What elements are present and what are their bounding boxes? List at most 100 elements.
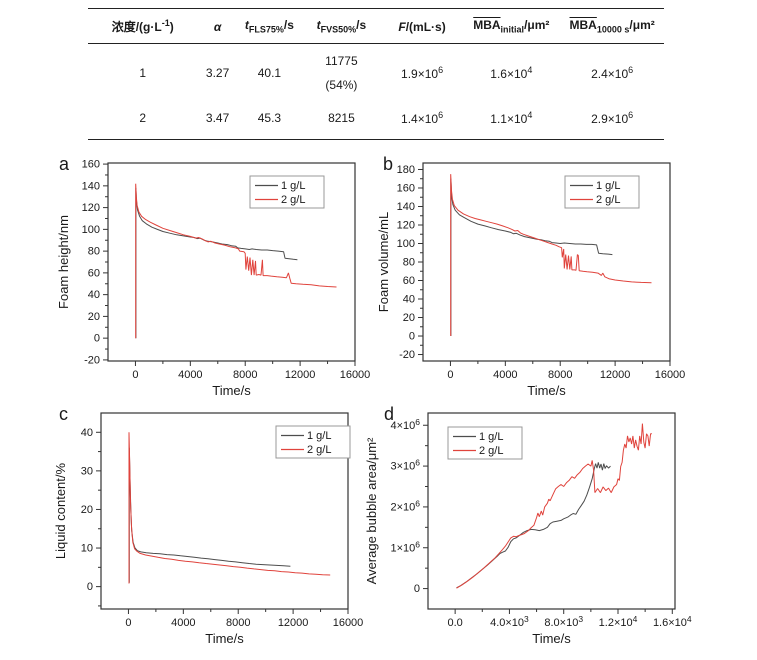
svg-text:-20: -20 bbox=[399, 349, 415, 361]
svg-text:4.0×103: 4.0×103 bbox=[490, 614, 529, 629]
legend: 1 g/L 2 g/L bbox=[249, 175, 325, 209]
svg-text:Time/s: Time/s bbox=[212, 383, 251, 398]
svg-text:8000: 8000 bbox=[548, 369, 572, 381]
svg-text:140: 140 bbox=[397, 201, 415, 213]
svg-text:80: 80 bbox=[88, 246, 100, 258]
series-2gL-line bbox=[128, 432, 331, 584]
series-2gL-line bbox=[450, 174, 652, 336]
svg-text:d: d bbox=[384, 404, 394, 424]
table-cell-tfvs50: 11775 (54%) bbox=[301, 44, 382, 102]
svg-text:8.0×103: 8.0×103 bbox=[544, 614, 583, 629]
table-header-row: 浓度/(g·L-1) α tFLS75%/s tFVS50%/s F/(mL·s… bbox=[88, 9, 664, 44]
legend: 1 g/L 2 g/L bbox=[564, 175, 640, 209]
svg-text:0.0: 0.0 bbox=[447, 617, 462, 629]
svg-text:12000: 12000 bbox=[278, 617, 309, 629]
svg-text:Time/s: Time/s bbox=[205, 631, 244, 646]
table-header-tfvs50: tFVS50%/s bbox=[316, 18, 367, 35]
table-header-tfls75: tFLS75%/s bbox=[244, 18, 294, 35]
tfvs50-value: 8215 bbox=[328, 111, 355, 125]
axes: 0 4000 8000 12000 16000 -20 0 20 40 60 80 100 120 140… bbox=[376, 154, 685, 398]
svg-text:c: c bbox=[59, 404, 68, 424]
svg-text:60: 60 bbox=[403, 275, 415, 287]
svg-text:4×106: 4×106 bbox=[390, 417, 420, 432]
table-cell-conc: 1 bbox=[139, 66, 147, 80]
svg-text:12000: 12000 bbox=[285, 369, 316, 381]
table-header-mba-initial: MBAinitial/μm² bbox=[473, 18, 550, 35]
table-row: 2 3.47 45.3 8215 1.4×106 1.1×104 2.9×106 bbox=[88, 101, 664, 140]
legend: 1 g/L 2 g/L bbox=[447, 426, 523, 460]
svg-text:120: 120 bbox=[397, 219, 415, 231]
svg-text:1 g/L: 1 g/L bbox=[307, 430, 331, 442]
chart-a-svg: 0 4000 8000 12000 16000 -20 0 20 40 60 80 100 120 140… bbox=[56, 154, 370, 398]
svg-text:0: 0 bbox=[414, 583, 420, 595]
svg-text:16000: 16000 bbox=[340, 369, 371, 381]
series-2gL-line bbox=[135, 183, 337, 339]
svg-text:40: 40 bbox=[81, 427, 93, 439]
table-cell-mba-10000s: 2.4×106 bbox=[591, 65, 634, 81]
table-cell-alpha: 3.47 bbox=[205, 111, 230, 125]
svg-text:30: 30 bbox=[81, 465, 93, 477]
svg-text:40: 40 bbox=[403, 294, 415, 306]
svg-text:4000: 4000 bbox=[178, 369, 202, 381]
axes: 0 4000 8000 12000 16000 0 10 20 30 40 Time/s Liquid… bbox=[53, 404, 363, 646]
svg-text:a: a bbox=[59, 154, 70, 174]
legend: 1 g/L 2 g/L bbox=[275, 425, 351, 459]
chart-c-liquid-content: 0 4000 8000 12000 16000 0 10 20 30 40 Time/s Liquid… bbox=[38, 396, 368, 652]
svg-text:Time/s: Time/s bbox=[527, 383, 566, 398]
svg-text:2 g/L: 2 g/L bbox=[307, 444, 331, 456]
svg-text:100: 100 bbox=[82, 224, 100, 236]
table-cell-tfvs50: 8215 bbox=[301, 101, 382, 140]
svg-text:Foam height/nm: Foam height/nm bbox=[56, 215, 71, 309]
svg-text:0: 0 bbox=[87, 581, 93, 593]
chart-a-foam-height: 0 4000 8000 12000 16000 -20 0 20 40 60 80 100 120 140… bbox=[45, 146, 375, 398]
svg-text:2 g/L: 2 g/L bbox=[479, 445, 503, 457]
svg-text:20: 20 bbox=[403, 312, 415, 324]
table-header-mba-10000s: MBA10000 s/μm² bbox=[569, 18, 655, 35]
series-2gL-line bbox=[456, 423, 652, 589]
summary-table: 浓度/(g·L-1) α tFLS75%/s tFVS50%/s F/(mL·s… bbox=[88, 8, 664, 140]
table-header-alpha: α bbox=[213, 19, 222, 34]
svg-text:0: 0 bbox=[132, 369, 138, 381]
axes: 0 4000 8000 12000 16000 -20 0 20 40 60 80 100 120 140… bbox=[56, 154, 370, 398]
table-cell-mba-initial: 1.1×104 bbox=[490, 110, 533, 126]
table-cell-flow: 1.4×106 bbox=[401, 110, 444, 126]
chart-b-svg: 0 4000 8000 12000 16000 -20 0 20 40 60 80 100 120 140… bbox=[376, 154, 685, 398]
chart-d-average-bubble-area: 0.0 4.0×103 8.0×103 1.2×104 1.6×104 0 1×106 2×1… bbox=[363, 396, 708, 652]
tfvs50-value: 11775 bbox=[325, 54, 358, 68]
svg-text:20: 20 bbox=[88, 311, 100, 323]
svg-text:180: 180 bbox=[397, 164, 415, 176]
svg-text:12000: 12000 bbox=[600, 369, 631, 381]
table-cell-conc: 2 bbox=[139, 111, 147, 125]
svg-text:0: 0 bbox=[94, 333, 100, 345]
svg-text:10: 10 bbox=[81, 543, 93, 555]
table-cell-mba-initial: 1.6×104 bbox=[490, 65, 533, 81]
svg-text:b: b bbox=[383, 154, 393, 174]
svg-text:140: 140 bbox=[82, 180, 100, 192]
svg-text:160: 160 bbox=[82, 159, 100, 171]
table-cell-flow: 1.9×106 bbox=[401, 65, 444, 81]
svg-text:4000: 4000 bbox=[171, 617, 195, 629]
svg-text:0: 0 bbox=[409, 331, 415, 343]
svg-text:80: 80 bbox=[403, 257, 415, 269]
series-1gL-line bbox=[135, 187, 298, 339]
svg-text:160: 160 bbox=[397, 182, 415, 194]
table-cell-mba-10000s: 2.9×106 bbox=[591, 110, 634, 126]
table-cell-tfls75: 45.3 bbox=[257, 111, 282, 125]
svg-text:4000: 4000 bbox=[493, 369, 517, 381]
series-1gL-line bbox=[128, 447, 291, 583]
svg-text:8000: 8000 bbox=[233, 369, 257, 381]
svg-text:Time/s: Time/s bbox=[532, 631, 571, 646]
svg-text:20: 20 bbox=[81, 504, 93, 516]
series-1gL-line bbox=[450, 178, 613, 336]
summary-table-grid: 浓度/(g·L-1) α tFLS75%/s tFVS50%/s F/(mL·s… bbox=[88, 8, 664, 140]
svg-text:1×106: 1×106 bbox=[390, 539, 420, 554]
svg-text:0: 0 bbox=[125, 617, 131, 629]
svg-text:3×106: 3×106 bbox=[390, 458, 420, 473]
svg-text:1 g/L: 1 g/L bbox=[479, 431, 503, 443]
tfvs50-note: (54%) bbox=[325, 78, 358, 92]
svg-text:1.6×104: 1.6×104 bbox=[653, 614, 692, 629]
table-row: 1 3.27 40.1 11775 (54%) 1.9×106 1.6×104 2… bbox=[88, 44, 664, 102]
chart-b-foam-volume: 0 4000 8000 12000 16000 -20 0 20 40 60 80 100 120 140… bbox=[360, 146, 690, 398]
svg-text:60: 60 bbox=[88, 267, 100, 279]
svg-text:8000: 8000 bbox=[226, 617, 250, 629]
